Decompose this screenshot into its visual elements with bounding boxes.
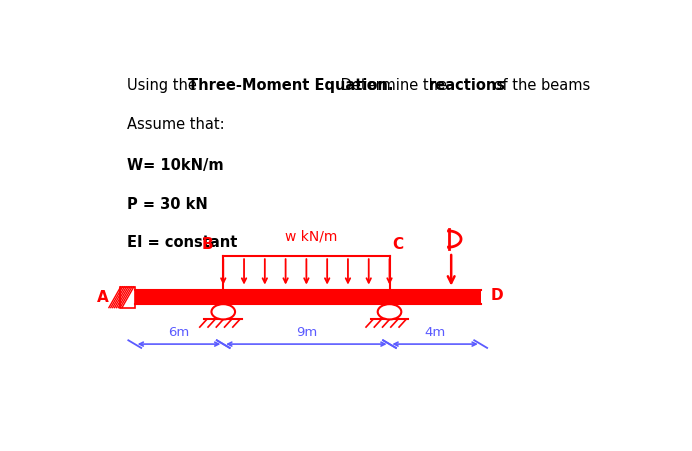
Text: Assume that:: Assume that: (127, 117, 224, 132)
Text: EI = constant: EI = constant (127, 235, 237, 250)
Circle shape (212, 304, 235, 319)
Text: Three-Moment Equation.: Three-Moment Equation. (188, 78, 394, 93)
Text: Determine the: Determine the (336, 78, 451, 93)
Text: 4m: 4m (424, 326, 446, 339)
Text: A: A (97, 290, 109, 305)
Text: w kN/m: w kN/m (285, 230, 337, 244)
Text: reactions: reactions (428, 78, 506, 93)
Text: B: B (201, 237, 213, 252)
Text: C: C (392, 237, 403, 252)
Text: of the beams: of the beams (489, 78, 590, 93)
Text: W= 10kN/m: W= 10kN/m (127, 158, 224, 173)
Text: D: D (491, 288, 503, 303)
Bar (120, 287, 135, 308)
Circle shape (378, 304, 401, 319)
Text: Using the: Using the (127, 78, 201, 93)
Text: 9m: 9m (295, 326, 317, 339)
Text: P = 30 kN: P = 30 kN (127, 197, 208, 212)
Text: 6m: 6m (168, 326, 190, 339)
Bar (135, 290, 481, 304)
